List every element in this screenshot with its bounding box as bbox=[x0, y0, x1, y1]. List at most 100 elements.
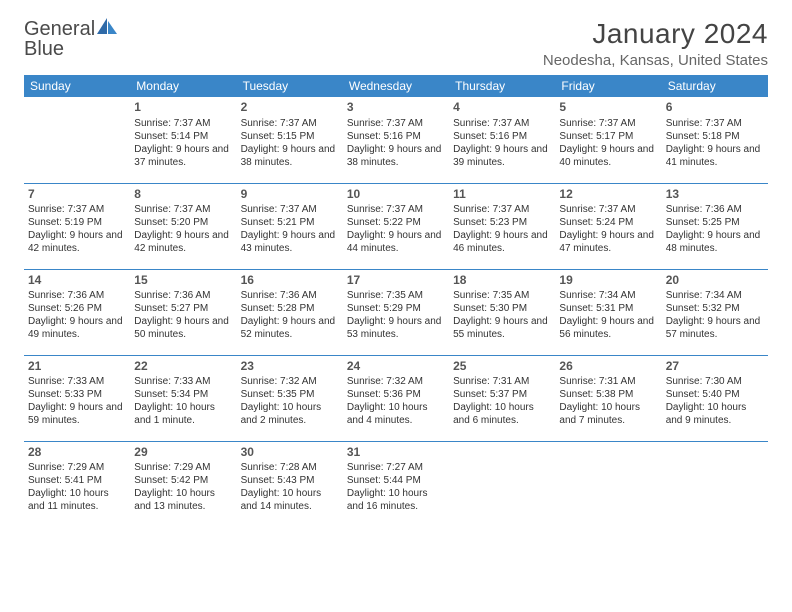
daylight-line: Daylight: 9 hours and 38 minutes. bbox=[347, 143, 445, 169]
day-header: Saturday bbox=[662, 75, 768, 97]
daylight-line: Daylight: 9 hours and 56 minutes. bbox=[559, 315, 657, 341]
daylight-line: Daylight: 9 hours and 49 minutes. bbox=[28, 315, 126, 341]
sunrise-line: Sunrise: 7:27 AM bbox=[347, 461, 445, 474]
sunset-line: Sunset: 5:24 PM bbox=[559, 216, 657, 229]
day-cell: 4Sunrise: 7:37 AMSunset: 5:16 PMDaylight… bbox=[449, 97, 555, 183]
day-number: 4 bbox=[453, 100, 551, 116]
day-number: 25 bbox=[453, 359, 551, 375]
daylight-line: Daylight: 10 hours and 13 minutes. bbox=[134, 487, 232, 513]
sail-icon bbox=[97, 18, 117, 34]
day-number: 27 bbox=[666, 359, 764, 375]
daylight-line: Daylight: 9 hours and 55 minutes. bbox=[453, 315, 551, 341]
daylight-line: Daylight: 9 hours and 38 minutes. bbox=[241, 143, 339, 169]
sunset-line: Sunset: 5:34 PM bbox=[134, 388, 232, 401]
day-cell bbox=[555, 441, 661, 527]
week-row: 1Sunrise: 7:37 AMSunset: 5:14 PMDaylight… bbox=[24, 97, 768, 183]
day-header: Sunday bbox=[24, 75, 130, 97]
sunset-line: Sunset: 5:36 PM bbox=[347, 388, 445, 401]
sunrise-line: Sunrise: 7:35 AM bbox=[347, 289, 445, 302]
day-cell: 8Sunrise: 7:37 AMSunset: 5:20 PMDaylight… bbox=[130, 183, 236, 269]
day-header-row: Sunday Monday Tuesday Wednesday Thursday… bbox=[24, 75, 768, 97]
daylight-line: Daylight: 10 hours and 7 minutes. bbox=[559, 401, 657, 427]
day-cell: 2Sunrise: 7:37 AMSunset: 5:15 PMDaylight… bbox=[237, 97, 343, 183]
daylight-line: Daylight: 9 hours and 43 minutes. bbox=[241, 229, 339, 255]
day-cell: 15Sunrise: 7:36 AMSunset: 5:27 PMDayligh… bbox=[130, 269, 236, 355]
day-cell: 20Sunrise: 7:34 AMSunset: 5:32 PMDayligh… bbox=[662, 269, 768, 355]
month-title: January 2024 bbox=[543, 18, 768, 50]
location: Neodesha, Kansas, United States bbox=[543, 52, 768, 69]
daylight-line: Daylight: 10 hours and 1 minute. bbox=[134, 401, 232, 427]
sunset-line: Sunset: 5:16 PM bbox=[453, 130, 551, 143]
sunrise-line: Sunrise: 7:37 AM bbox=[559, 203, 657, 216]
sunset-line: Sunset: 5:16 PM bbox=[347, 130, 445, 143]
day-cell: 14Sunrise: 7:36 AMSunset: 5:26 PMDayligh… bbox=[24, 269, 130, 355]
sunrise-line: Sunrise: 7:37 AM bbox=[666, 117, 764, 130]
day-cell: 30Sunrise: 7:28 AMSunset: 5:43 PMDayligh… bbox=[237, 441, 343, 527]
day-cell: 13Sunrise: 7:36 AMSunset: 5:25 PMDayligh… bbox=[662, 183, 768, 269]
sunrise-line: Sunrise: 7:37 AM bbox=[28, 203, 126, 216]
week-row: 7Sunrise: 7:37 AMSunset: 5:19 PMDaylight… bbox=[24, 183, 768, 269]
logo-word-general: General bbox=[24, 18, 95, 40]
sunset-line: Sunset: 5:30 PM bbox=[453, 302, 551, 315]
sunset-line: Sunset: 5:41 PM bbox=[28, 474, 126, 487]
sunrise-line: Sunrise: 7:37 AM bbox=[347, 117, 445, 130]
daylight-line: Daylight: 9 hours and 37 minutes. bbox=[134, 143, 232, 169]
logo: General Blue bbox=[24, 18, 117, 59]
day-number: 7 bbox=[28, 187, 126, 203]
calendar-body: 1Sunrise: 7:37 AMSunset: 5:14 PMDaylight… bbox=[24, 97, 768, 527]
sunset-line: Sunset: 5:28 PM bbox=[241, 302, 339, 315]
sunrise-line: Sunrise: 7:32 AM bbox=[241, 375, 339, 388]
daylight-line: Daylight: 10 hours and 2 minutes. bbox=[241, 401, 339, 427]
daylight-line: Daylight: 10 hours and 9 minutes. bbox=[666, 401, 764, 427]
day-cell: 7Sunrise: 7:37 AMSunset: 5:19 PMDaylight… bbox=[24, 183, 130, 269]
week-row: 28Sunrise: 7:29 AMSunset: 5:41 PM Dayligh… bbox=[24, 441, 768, 527]
sunset-line: Sunset: 5:23 PM bbox=[453, 216, 551, 229]
title-block: January 2024 Neodesha, Kansas, United St… bbox=[543, 18, 768, 69]
daylight-line: Daylight: 10 hours and 14 minutes. bbox=[241, 487, 339, 513]
day-number: 20 bbox=[666, 273, 764, 289]
sunrise-line: Sunrise: 7:36 AM bbox=[134, 289, 232, 302]
day-cell: 17Sunrise: 7:35 AMSunset: 5:29 PMDayligh… bbox=[343, 269, 449, 355]
day-number: 23 bbox=[241, 359, 339, 375]
day-number: 28 bbox=[28, 445, 126, 461]
day-cell: 9Sunrise: 7:37 AMSunset: 5:21 PMDaylight… bbox=[237, 183, 343, 269]
day-number: 31 bbox=[347, 445, 445, 461]
day-number: 3 bbox=[347, 100, 445, 116]
daylight-line: Daylight: 9 hours and 53 minutes. bbox=[347, 315, 445, 341]
day-cell: 25Sunrise: 7:31 AMSunset: 5:37 PMDayligh… bbox=[449, 355, 555, 441]
day-number: 26 bbox=[559, 359, 657, 375]
day-number: 17 bbox=[347, 273, 445, 289]
sunset-line: Sunset: 5:38 PM bbox=[559, 388, 657, 401]
daylight-line: Daylight: 10 hours and 6 minutes. bbox=[453, 401, 551, 427]
week-row: 21Sunrise: 7:33 AMSunset: 5:33 PMDayligh… bbox=[24, 355, 768, 441]
sunrise-line: Sunrise: 7:34 AM bbox=[559, 289, 657, 302]
day-number: 24 bbox=[347, 359, 445, 375]
sunset-line: Sunset: 5:31 PM bbox=[559, 302, 657, 315]
day-number: 5 bbox=[559, 100, 657, 116]
day-number: 22 bbox=[134, 359, 232, 375]
sunset-line: Sunset: 5:25 PM bbox=[666, 216, 764, 229]
day-number: 11 bbox=[453, 187, 551, 203]
sunset-line: Sunset: 5:43 PM bbox=[241, 474, 339, 487]
sunrise-line: Sunrise: 7:29 AM bbox=[28, 461, 126, 474]
sunrise-line: Sunrise: 7:35 AM bbox=[453, 289, 551, 302]
daylight-line: Daylight: 10 hours and 4 minutes. bbox=[347, 401, 445, 427]
sunrise-line: Sunrise: 7:31 AM bbox=[453, 375, 551, 388]
sunrise-line: Sunrise: 7:33 AM bbox=[28, 375, 126, 388]
sunrise-line: Sunrise: 7:37 AM bbox=[134, 203, 232, 216]
sunrise-line: Sunrise: 7:36 AM bbox=[241, 289, 339, 302]
day-cell: 10Sunrise: 7:37 AMSunset: 5:22 PMDayligh… bbox=[343, 183, 449, 269]
day-number: 9 bbox=[241, 187, 339, 203]
day-cell: 28Sunrise: 7:29 AMSunset: 5:41 PMDayligh… bbox=[24, 441, 130, 527]
day-number: 19 bbox=[559, 273, 657, 289]
day-number: 13 bbox=[666, 187, 764, 203]
calendar-head: Sunday Monday Tuesday Wednesday Thursday… bbox=[24, 75, 768, 97]
daylight-line: Daylight: 9 hours and 44 minutes. bbox=[347, 229, 445, 255]
sunrise-line: Sunrise: 7:37 AM bbox=[347, 203, 445, 216]
day-cell: 31Sunrise: 7:27 AMSunset: 5:44 PMDayligh… bbox=[343, 441, 449, 527]
day-number: 10 bbox=[347, 187, 445, 203]
day-number: 6 bbox=[666, 100, 764, 116]
sunrise-line: Sunrise: 7:30 AM bbox=[666, 375, 764, 388]
sunrise-line: Sunrise: 7:37 AM bbox=[559, 117, 657, 130]
sunrise-line: Sunrise: 7:34 AM bbox=[666, 289, 764, 302]
